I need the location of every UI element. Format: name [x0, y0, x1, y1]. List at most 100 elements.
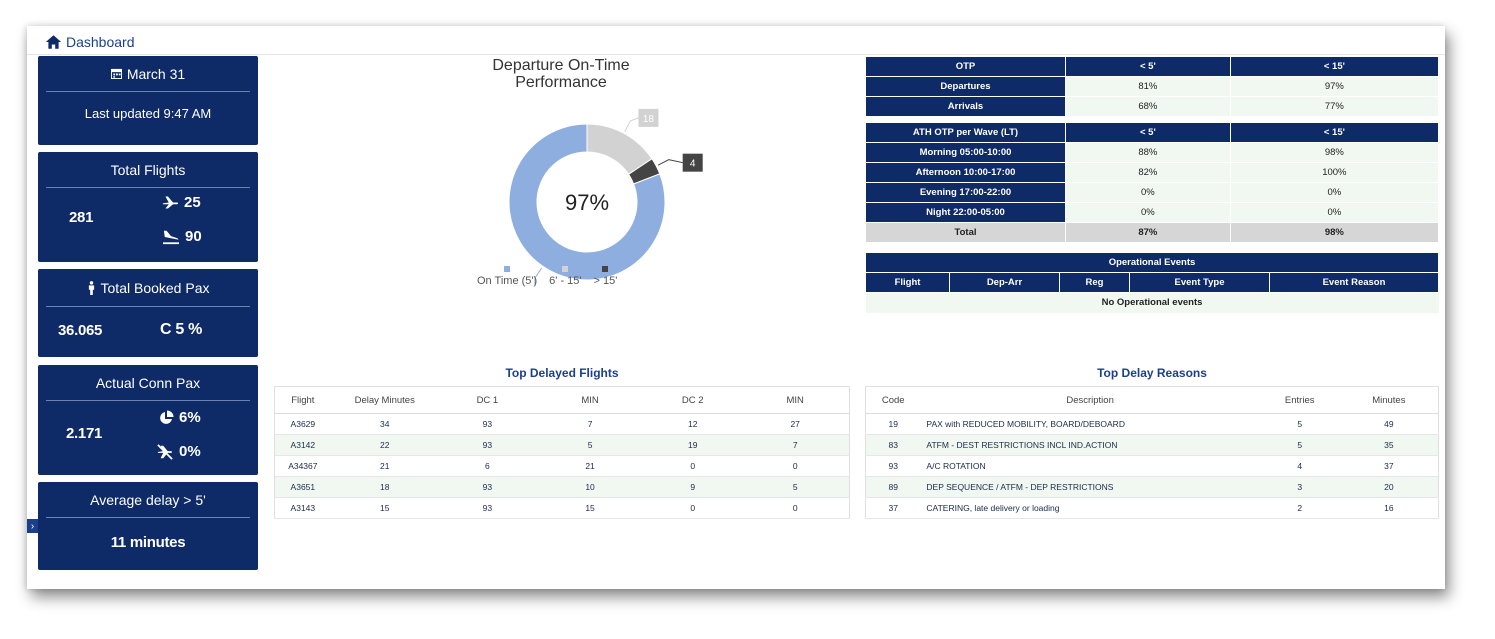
wave-row-label: Night 22:00-05:00 — [865, 202, 1066, 223]
reasons-cell: 5 — [1259, 413, 1340, 435]
wave-row-afternoon: Afternoon 10:00-17:00 82% 100% — [865, 162, 1440, 183]
delayed-header: Delay Minutes — [330, 386, 439, 414]
donut-slice[interactable] — [508, 123, 666, 281]
wave-row-morning: Morning 05:00-10:00 88% 98% — [865, 142, 1440, 163]
total-label: Total — [865, 222, 1066, 243]
legend-item[interactable]: On Time (5') — [477, 266, 537, 287]
slice-leader-line — [534, 267, 543, 286]
plane-slash-icon — [157, 443, 173, 460]
wave-cell: 0% — [1229, 182, 1440, 203]
chevron-right-icon: › — [30, 520, 35, 532]
delayed-cell: 7 — [741, 434, 850, 456]
top-delayed-table: Flight Delay Minutes DC 1 MIN DC 2 MIN A3629 3… — [274, 386, 850, 519]
booked-pax-head: Total Booked Pax — [46, 269, 250, 307]
ops-empty-message: No Operational events — [865, 292, 1439, 313]
top-reasons-table: Code Description Entries Minutes 19 PAX with… — [865, 386, 1439, 519]
reasons-cell: 3 — [1259, 476, 1340, 498]
date-card-head: March 31 — [46, 56, 250, 92]
wave-cell: 0% — [1065, 182, 1231, 203]
otp-table: OTP < 5' < 15' Departures 81% 97% Arriva… — [865, 56, 1440, 243]
reasons-header: Entries — [1259, 386, 1340, 414]
reasons-cell: DEP SEQUENCE / ATFM - DEP RESTRICTIONS — [920, 476, 1260, 498]
delayed-cell: 10 — [536, 476, 645, 498]
dashboard-frame: Dashboard March 31 Last updated 9:47 AM … — [27, 26, 1445, 589]
booked-pax-title: Total Booked Pax — [100, 279, 210, 296]
wave-cell: 98% — [1229, 142, 1440, 163]
header-divider — [27, 54, 1445, 55]
reasons-cell: 89 — [865, 476, 921, 498]
reasons-cell: 37 — [1339, 455, 1439, 477]
average-delay-value: 11 minutes — [110, 534, 186, 551]
actual-conn-pax-value: 2.171 — [66, 425, 103, 442]
ops-header: Event Type — [1129, 272, 1270, 293]
delayed-cell: 19 — [644, 434, 742, 456]
reasons-header: Code — [865, 386, 921, 414]
last-updated: Last updated 9:47 AM — [84, 106, 212, 121]
table-row: 89 DEP SEQUENCE / ATFM - DEP RESTRICTIONS… — [865, 476, 1439, 498]
slice-leader-line — [657, 159, 683, 166]
legend-swatch — [562, 266, 569, 272]
pie-chart-icon — [160, 410, 174, 424]
delayed-cell: 93 — [438, 476, 537, 498]
reasons-cell: A/C ROTATION — [920, 455, 1260, 477]
date-card: March 31 Last updated 9:47 AM — [38, 56, 258, 145]
legend-swatch — [602, 266, 609, 272]
breadcrumb[interactable]: Dashboard — [45, 32, 135, 52]
reasons-cell: 35 — [1339, 434, 1439, 456]
reasons-cell: ATFM - DEST RESTRICTIONS INCL IND.ACTION — [920, 434, 1260, 456]
reasons-header: Minutes — [1339, 386, 1439, 414]
sidebar-toggle-button[interactable]: › — [27, 519, 38, 533]
otp-cell: 77% — [1229, 96, 1440, 117]
wave-row-label: Evening 17:00-22:00 — [865, 182, 1066, 203]
table-row: A3651 18 93 10 9 5 — [274, 476, 850, 498]
table-row: 19 PAX with REDUCED MOBILITY, BOARD/DEBOA… — [865, 413, 1439, 435]
wave-row-evening: Evening 17:00-22:00 0% 0% — [865, 182, 1440, 203]
delayed-cell: 0 — [741, 455, 850, 477]
delayed-cell: 9 — [644, 476, 742, 498]
delayed-cell: 93 — [438, 434, 537, 456]
average-delay-title: Average delay > 5' — [46, 482, 250, 518]
delayed-cell: 0 — [644, 497, 742, 519]
delayed-cell: 7 — [536, 413, 645, 435]
otp-cell: 68% — [1065, 96, 1231, 117]
delayed-cell: A3629 — [274, 413, 331, 435]
delayed-cell: A3143 — [274, 497, 331, 519]
wave-row-label: Morning 05:00-10:00 — [865, 142, 1066, 163]
otp-header: OTP — [865, 56, 1066, 77]
otp-cell: 81% — [1065, 76, 1231, 97]
delayed-cell: A3651 — [274, 476, 331, 498]
ops-header: Dep-Arr — [949, 272, 1060, 293]
otp-gap — [865, 116, 1439, 123]
otp-cell: 97% — [1229, 76, 1440, 97]
delayed-cell: 93 — [438, 413, 537, 435]
otp-row-departures: Departures 81% 97% — [865, 76, 1440, 97]
chart-title: Departure On-Time Performance — [492, 57, 630, 91]
otp-header-15: < 15' — [1229, 56, 1440, 77]
total-cell: 87% — [1065, 222, 1231, 243]
connecting-pax-pct: C 5 % — [160, 321, 203, 338]
reasons-header: Description — [920, 386, 1260, 414]
slice-data-label: 18 — [643, 114, 655, 125]
actual-conn-pax-card: Actual Conn Pax 2.171 6% 0% — [38, 365, 258, 475]
operational-events-title: Operational Events — [865, 252, 1439, 273]
total-flights-card: Total Flights 281 25 90 — [38, 152, 258, 262]
legend-item[interactable]: 6' - 15' — [549, 266, 582, 287]
delayed-cell: 0 — [644, 455, 742, 477]
arrivals-value: 90 — [185, 228, 202, 245]
wave-header: ATH OTP per Wave (LT) — [865, 122, 1066, 143]
ops-header: Event Reason — [1269, 272, 1439, 293]
delayed-cell: A3142 — [274, 434, 331, 456]
total-flights-value: 281 — [69, 209, 94, 226]
table-row: 93 A/C ROTATION 4 37 — [865, 455, 1439, 477]
arrivals-count: 90 — [162, 228, 202, 245]
reasons-cell: 83 — [865, 434, 921, 456]
top-reasons-title: Top Delay Reasons — [1097, 366, 1207, 380]
wave-header-15: < 15' — [1229, 122, 1440, 143]
legend-label: On Time (5') — [477, 275, 538, 287]
legend-item[interactable]: > 15' — [594, 266, 617, 287]
average-delay-card: Average delay > 5' 11 minutes — [38, 482, 258, 570]
slice-leader-line — [624, 117, 639, 132]
total-flights-title: Total Flights — [46, 152, 250, 188]
delayed-cell: A34367 — [274, 455, 331, 477]
total-cell: 98% — [1229, 222, 1440, 243]
